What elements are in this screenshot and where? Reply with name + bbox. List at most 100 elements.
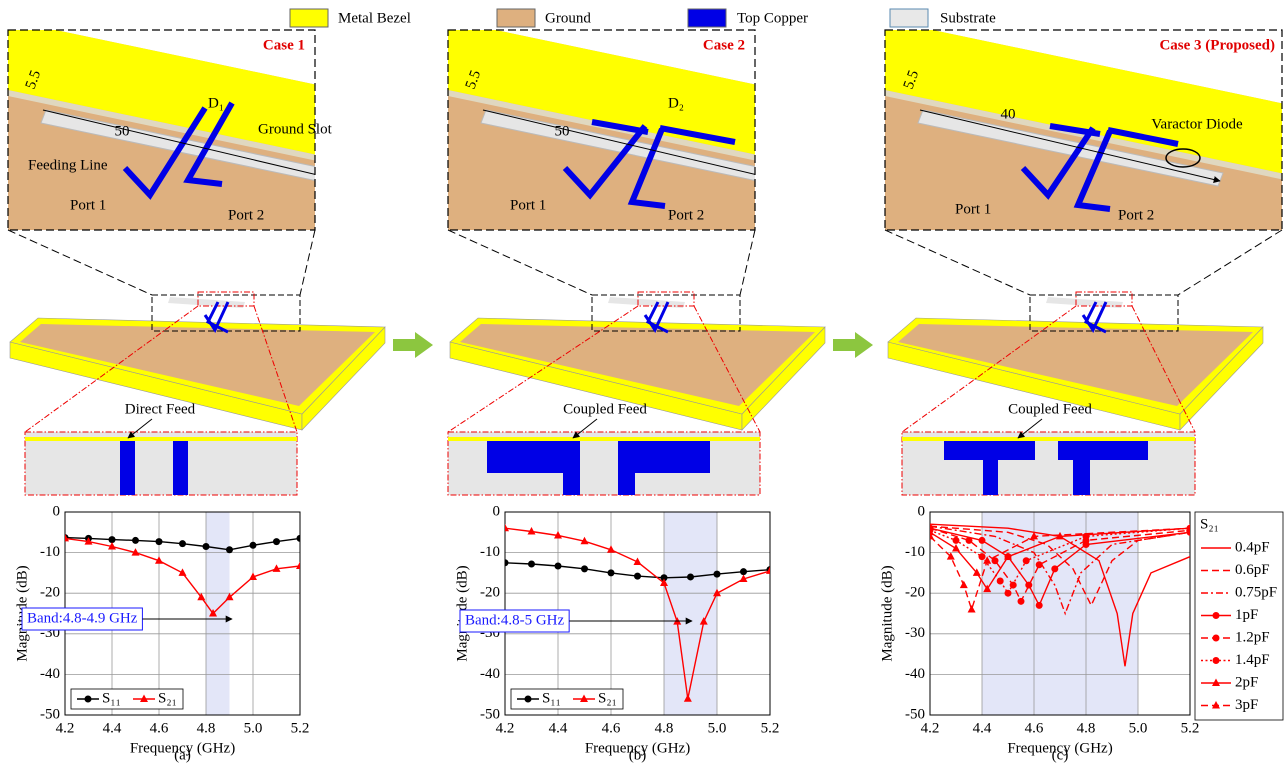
marker — [992, 557, 999, 564]
marker — [156, 538, 163, 545]
connector — [885, 230, 1030, 295]
legend-label: S₂₁ — [158, 690, 177, 706]
diode-label: Varactor Diode — [1151, 116, 1243, 132]
connector — [8, 230, 152, 295]
port1-label: Port 1 — [955, 201, 991, 217]
band-label: Band:4.8-5 GHz — [465, 612, 564, 628]
x-tick-label: 4.2 — [496, 720, 515, 736]
legend-label: 0.6pF — [1235, 562, 1270, 578]
section-copper — [1073, 441, 1090, 495]
legend-swatch — [290, 9, 328, 27]
port1-label: Port 1 — [70, 197, 106, 213]
marker — [953, 537, 960, 544]
marker — [1036, 602, 1043, 609]
band-label: Band:4.8-4.9 GHz — [27, 610, 138, 626]
x-tick-label: 4.4 — [973, 720, 992, 736]
marker — [132, 537, 139, 544]
section-copper — [983, 441, 998, 495]
x-tick-label: 4.4 — [103, 720, 122, 736]
legend-label: Ground — [545, 10, 591, 26]
legend-swatch — [688, 9, 726, 27]
marker — [1213, 612, 1220, 619]
legend-label: 3pF — [1235, 697, 1258, 713]
gap-label: D₁ — [208, 95, 224, 111]
marker — [926, 532, 934, 540]
y-tick-label: -20 — [480, 585, 500, 601]
y-axis-label: Magnitude (dB) — [879, 565, 895, 661]
marker — [960, 581, 968, 589]
zoom-view — [448, 0, 791, 230]
marker — [297, 535, 304, 542]
caption: (a) — [174, 747, 191, 763]
case-label: Case 2 — [703, 37, 745, 53]
x-tick-label: 4.6 — [150, 720, 169, 736]
marker — [501, 524, 509, 532]
legend-label: S₁₁ — [542, 690, 561, 706]
legend-label: 1.4pF — [1235, 652, 1270, 668]
legend-label: Substrate — [940, 10, 996, 26]
y-tick-label: 0 — [918, 503, 926, 519]
y-tick-label: -30 — [905, 625, 925, 641]
marker — [528, 560, 535, 567]
port2-label: Port 2 — [228, 207, 264, 223]
gap-label: D₂ — [668, 95, 684, 111]
marker — [1213, 657, 1220, 664]
marker — [634, 573, 641, 580]
x-tick-label: 5.2 — [761, 720, 780, 736]
section-copper — [173, 441, 188, 495]
marker — [1005, 590, 1012, 597]
legend-title: S₂₁ — [1200, 516, 1219, 532]
connector — [300, 230, 315, 295]
case-label: Case 1 — [263, 37, 305, 53]
feed-line-label: Feeding Line — [28, 157, 108, 173]
feed-label: Coupled Feed — [563, 401, 647, 417]
marker — [979, 553, 986, 560]
marker — [179, 540, 186, 547]
x-tick-label: 4.6 — [1025, 720, 1044, 736]
caption: (b) — [629, 747, 647, 763]
section-copper — [120, 441, 135, 495]
section-copper — [1058, 441, 1148, 460]
legend-label: 1.2pF — [1235, 629, 1270, 645]
connector — [1178, 230, 1282, 295]
y-tick-label: -10 — [40, 544, 60, 560]
plot-area — [61, 534, 304, 617]
x-tick-label: 5.0 — [244, 720, 263, 736]
marker — [296, 561, 304, 569]
marker — [203, 543, 210, 550]
marker — [226, 546, 233, 553]
x-tick-label: 4.8 — [1077, 720, 1096, 736]
marker — [1025, 582, 1032, 589]
dim-length-label: 50 — [115, 123, 130, 139]
x-tick-label: 5.2 — [291, 720, 310, 736]
section-bezel — [902, 437, 1195, 441]
legend-label: S₂₁ — [598, 690, 617, 706]
section-bezel — [25, 437, 297, 441]
marker — [1213, 635, 1220, 642]
flow-arrow — [833, 332, 873, 358]
marker — [979, 537, 986, 544]
connector — [448, 230, 592, 295]
connector — [740, 230, 755, 295]
section-box — [25, 432, 297, 495]
marker — [525, 696, 532, 703]
section-copper — [618, 441, 635, 495]
x-tick-label: 4.6 — [602, 720, 621, 736]
marker — [581, 565, 588, 572]
x-tick-label: 5.0 — [1129, 720, 1148, 736]
x-tick-label: 4.8 — [197, 720, 216, 736]
section-bezel — [448, 437, 760, 441]
marker — [273, 538, 280, 545]
port1-label: Port 1 — [510, 197, 546, 213]
x-tick-label: 4.2 — [56, 720, 75, 736]
legend-swatch — [890, 9, 928, 27]
marker — [608, 569, 615, 576]
y-tick-label: -40 — [480, 666, 500, 682]
case-label: Case 3 (Proposed) — [1159, 37, 1275, 53]
marker — [968, 605, 976, 613]
legend-label: 0.75pF — [1235, 584, 1277, 600]
marker — [1023, 557, 1030, 564]
legend-label: Top Copper — [737, 10, 808, 26]
marker — [740, 568, 747, 575]
legend-label: 1pF — [1235, 607, 1258, 623]
